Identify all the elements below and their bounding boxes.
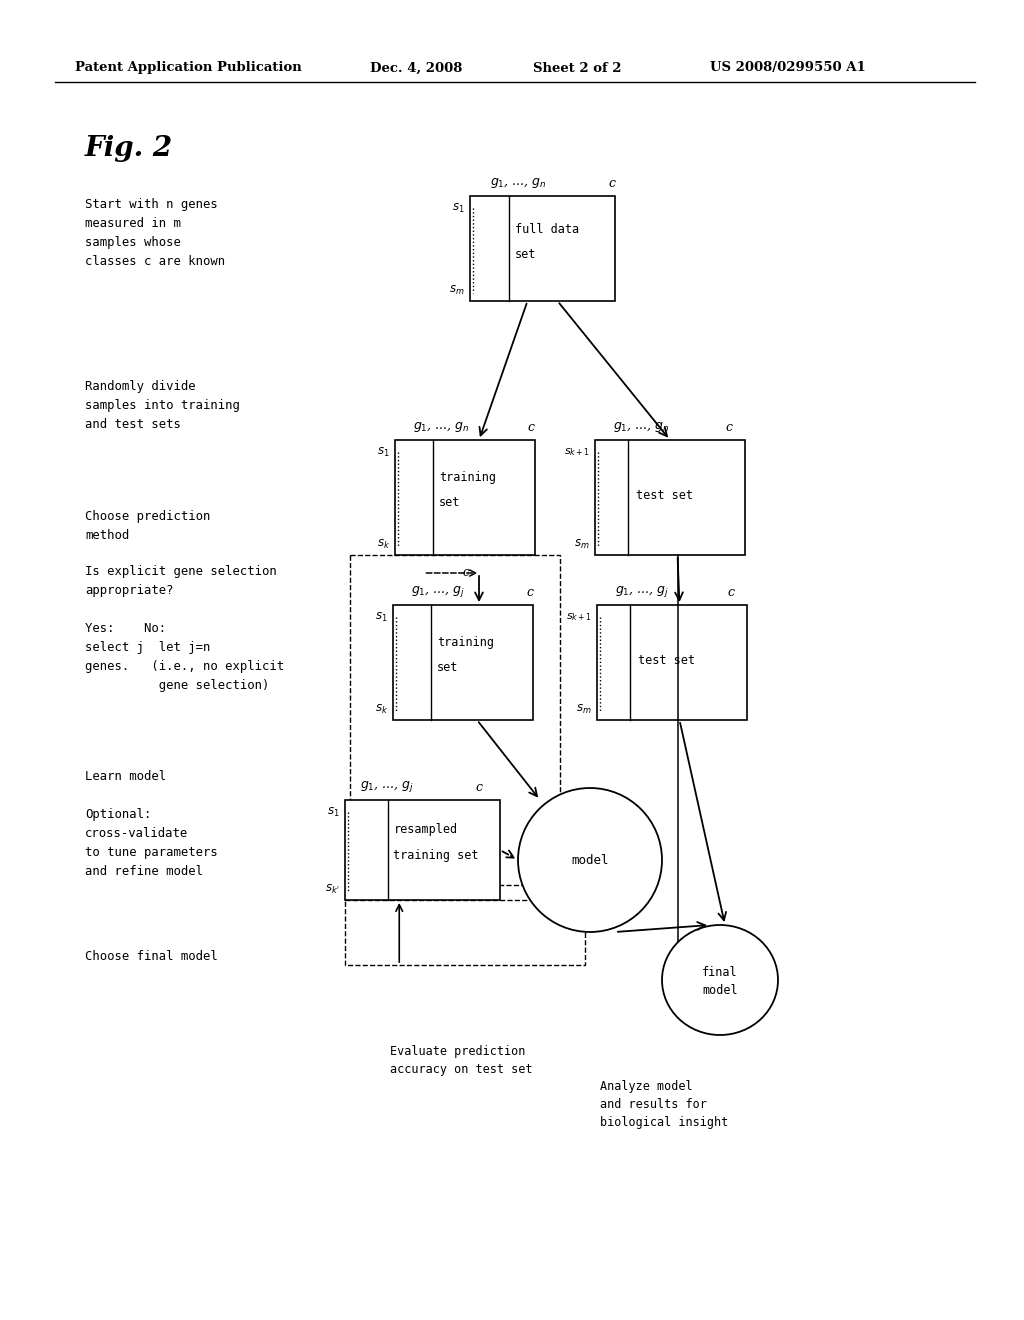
Text: set: set xyxy=(439,496,460,510)
Text: model: model xyxy=(571,854,608,866)
Text: Learn model

Optional:
cross-validate
to tune parameters
and refine model: Learn model Optional: cross-validate to … xyxy=(85,770,218,878)
Text: c: c xyxy=(725,421,732,434)
Text: set: set xyxy=(437,661,458,675)
Text: Start with n genes
measured in m
samples whose
classes c are known: Start with n genes measured in m samples… xyxy=(85,198,225,268)
Bar xyxy=(595,440,745,554)
Text: Fig. 2: Fig. 2 xyxy=(85,135,173,161)
Text: $s_k$: $s_k$ xyxy=(377,539,390,550)
Text: $g_1$, ..., $g_n$: $g_1$, ..., $g_n$ xyxy=(490,176,547,190)
Text: Sheet 2 of 2: Sheet 2 of 2 xyxy=(534,62,622,74)
Text: $s_k$: $s_k$ xyxy=(375,702,388,715)
Text: c: c xyxy=(608,177,615,190)
Text: $g_1$, ..., $g_j$: $g_1$, ..., $g_j$ xyxy=(411,583,465,599)
Text: Choose prediction
method: Choose prediction method xyxy=(85,510,210,543)
Bar xyxy=(470,195,615,301)
Text: final: final xyxy=(702,965,738,978)
Text: test set: test set xyxy=(638,653,695,667)
Text: $s_1$: $s_1$ xyxy=(376,611,388,624)
Text: Randomly divide
samples into training
and test sets: Randomly divide samples into training an… xyxy=(85,380,240,432)
Bar xyxy=(345,900,585,965)
Ellipse shape xyxy=(662,925,778,1035)
Text: training: training xyxy=(439,471,496,483)
Text: Analyze model
and results for
biological insight: Analyze model and results for biological… xyxy=(600,1080,728,1129)
Text: $s_1$: $s_1$ xyxy=(328,807,340,820)
Text: Choose final model: Choose final model xyxy=(85,950,218,964)
Text: resampled: resampled xyxy=(393,822,458,836)
Text: test set: test set xyxy=(636,488,693,502)
Text: $s_{k+1}$: $s_{k+1}$ xyxy=(566,611,592,623)
Text: $g_1$, ..., $g_j$: $g_1$, ..., $g_j$ xyxy=(615,583,669,599)
Text: c: c xyxy=(462,566,469,579)
Text: $s_m$: $s_m$ xyxy=(574,539,590,550)
Text: $s_{k+1}$: $s_{k+1}$ xyxy=(564,446,590,458)
Text: c: c xyxy=(727,586,734,599)
Text: $s_m$: $s_m$ xyxy=(577,702,592,715)
Text: $s_m$: $s_m$ xyxy=(450,284,465,297)
Text: c: c xyxy=(526,586,534,599)
Bar xyxy=(350,554,560,884)
Text: Patent Application Publication: Patent Application Publication xyxy=(75,62,302,74)
Ellipse shape xyxy=(518,788,662,932)
Text: full data: full data xyxy=(515,223,580,236)
Text: Is explicit gene selection
appropriate?

Yes:    No:
select j  let j=n
genes.   : Is explicit gene selection appropriate? … xyxy=(85,565,284,692)
Text: $g_1$, ..., $g_n$: $g_1$, ..., $g_n$ xyxy=(613,420,670,434)
Text: Dec. 4, 2008: Dec. 4, 2008 xyxy=(370,62,463,74)
Text: $g_1$, ..., $g_n$: $g_1$, ..., $g_n$ xyxy=(413,420,470,434)
Bar xyxy=(597,605,746,719)
Text: Evaluate prediction
accuracy on test set: Evaluate prediction accuracy on test set xyxy=(390,1045,532,1076)
Text: US 2008/0299550 A1: US 2008/0299550 A1 xyxy=(710,62,865,74)
Text: training: training xyxy=(437,636,494,648)
Bar xyxy=(393,605,534,719)
Text: training set: training set xyxy=(393,849,479,862)
Text: $s_1$: $s_1$ xyxy=(453,202,465,215)
Text: c: c xyxy=(475,781,482,795)
Bar xyxy=(345,800,500,900)
Text: $s_{k'}$: $s_{k'}$ xyxy=(325,883,340,896)
Text: model: model xyxy=(702,983,738,997)
Text: $s_1$: $s_1$ xyxy=(378,446,390,459)
Text: set: set xyxy=(515,248,537,261)
Text: c: c xyxy=(527,421,534,434)
Bar xyxy=(395,440,535,554)
Text: $g_1$, ..., $g_j$: $g_1$, ..., $g_j$ xyxy=(360,779,414,795)
